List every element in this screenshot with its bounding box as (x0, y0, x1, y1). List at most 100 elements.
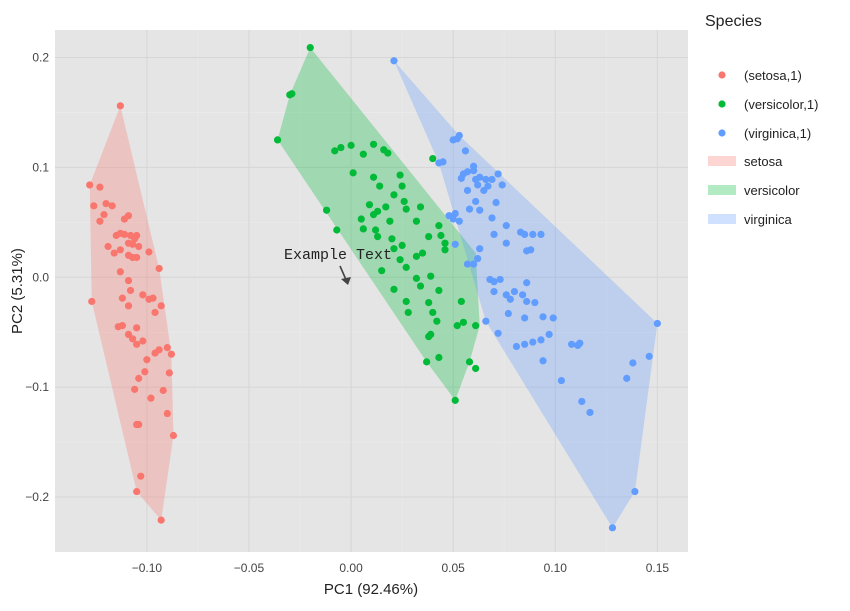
setosa-point (143, 356, 151, 364)
virginica-point (521, 314, 529, 322)
versicolor-point (472, 364, 480, 373)
virginica-point (537, 230, 545, 239)
virginica-point (488, 214, 496, 222)
setosa-point (139, 291, 147, 299)
setosa-point (145, 295, 153, 303)
virginica-point (576, 339, 584, 347)
versicolor-point (472, 322, 480, 330)
setosa-point (151, 308, 159, 317)
y-axis-title: PC2 (5.31%) (9, 248, 26, 334)
virginica-point (461, 147, 470, 155)
virginica-point (539, 357, 547, 365)
virginica-point (539, 313, 547, 321)
virginica-point (498, 181, 506, 189)
virginica-point (512, 342, 521, 351)
versicolor-legend-marker (718, 100, 726, 108)
virginica-point (482, 175, 490, 184)
virginica-point (504, 309, 512, 318)
versicolor-point (374, 233, 382, 241)
y-tick-label: 0.1 (32, 160, 49, 174)
virginica-point (586, 408, 594, 417)
versicolor-point (371, 226, 380, 234)
versicolor-point (288, 90, 296, 98)
versicolor-point (333, 226, 341, 234)
setosa-point (90, 202, 98, 210)
virginica-point (490, 230, 498, 239)
versicolor-point (322, 206, 331, 214)
versicolor-point (386, 217, 394, 225)
versicolor-point (402, 263, 410, 271)
virginica-point (463, 186, 472, 195)
x-tick-label: 0.00 (339, 561, 363, 575)
versicolor-point (398, 182, 406, 190)
grid-lines (55, 30, 688, 552)
virginica-point (476, 206, 484, 214)
versicolor-point (376, 182, 384, 190)
y-tick-label: −0.1 (25, 380, 49, 394)
virginica-point (469, 167, 478, 175)
versicolor-point (416, 203, 425, 211)
x-tick-label: −0.10 (132, 561, 163, 575)
setosa-point (133, 324, 141, 332)
virginica-point (523, 279, 531, 287)
versicolor-point (429, 308, 437, 317)
virginica-point (523, 297, 531, 306)
setosa-point (110, 249, 118, 257)
setosa-point (116, 268, 124, 276)
versicolor-point (369, 173, 378, 181)
virginica-point (506, 295, 514, 303)
virginica-point (510, 287, 519, 296)
setosa-point (112, 231, 120, 240)
x-tick-label: 0.15 (646, 561, 670, 575)
setosa-point (159, 386, 167, 395)
y-tick-label: 0.0 (32, 270, 49, 284)
setosa-point (133, 487, 141, 496)
virginica-point (494, 329, 502, 337)
versicolor-point (365, 201, 374, 209)
plot-background (55, 30, 688, 552)
virginica-point (435, 159, 443, 167)
versicolor-point (331, 147, 339, 155)
setosa-point (120, 215, 129, 223)
virginica-point (449, 215, 457, 223)
virginica-point (521, 340, 529, 348)
versicolor-point (369, 211, 378, 219)
versicolor-point (412, 252, 421, 260)
setosa-point (131, 385, 139, 393)
setosa-point (108, 202, 116, 210)
setosa-point (96, 217, 104, 225)
versicolor-point (441, 239, 449, 247)
virginica-point (463, 260, 472, 268)
x-tick-label: 0.05 (441, 561, 465, 575)
x-tick-label: −0.05 (234, 561, 265, 575)
setosa-point (139, 337, 147, 345)
virginica-point (469, 260, 478, 268)
versicolor-point (425, 298, 433, 307)
setosa-point (131, 235, 139, 243)
setosa-point (118, 294, 126, 302)
virginica-point (474, 181, 482, 189)
setosa-point (135, 374, 143, 382)
versicolor-point (441, 246, 449, 254)
virginica-point (494, 170, 502, 178)
virginica-point (457, 174, 465, 182)
setosa-point (114, 323, 122, 331)
setosa-point (102, 200, 110, 208)
virginica-point (451, 240, 459, 248)
y-tick-label: 0.2 (32, 50, 49, 64)
versicolor-point (396, 171, 404, 179)
virginica-point (549, 314, 557, 322)
versicolor-point (400, 197, 408, 206)
versicolor-point (459, 318, 467, 326)
versicolor-point (359, 150, 367, 158)
virginica-point (578, 397, 586, 406)
versicolor-point (402, 205, 410, 213)
setosa-legend-marker (718, 71, 726, 79)
virginica-point (608, 524, 617, 532)
virginica-point (502, 239, 510, 247)
legend: (setosa,1) (versicolor,1) (virginica,1) set… (708, 68, 818, 227)
virginica-point (492, 198, 500, 207)
versicolor-point (412, 274, 421, 282)
x-axis-title: PC1 (92.46%) (324, 581, 418, 598)
versicolor-point (425, 233, 433, 241)
